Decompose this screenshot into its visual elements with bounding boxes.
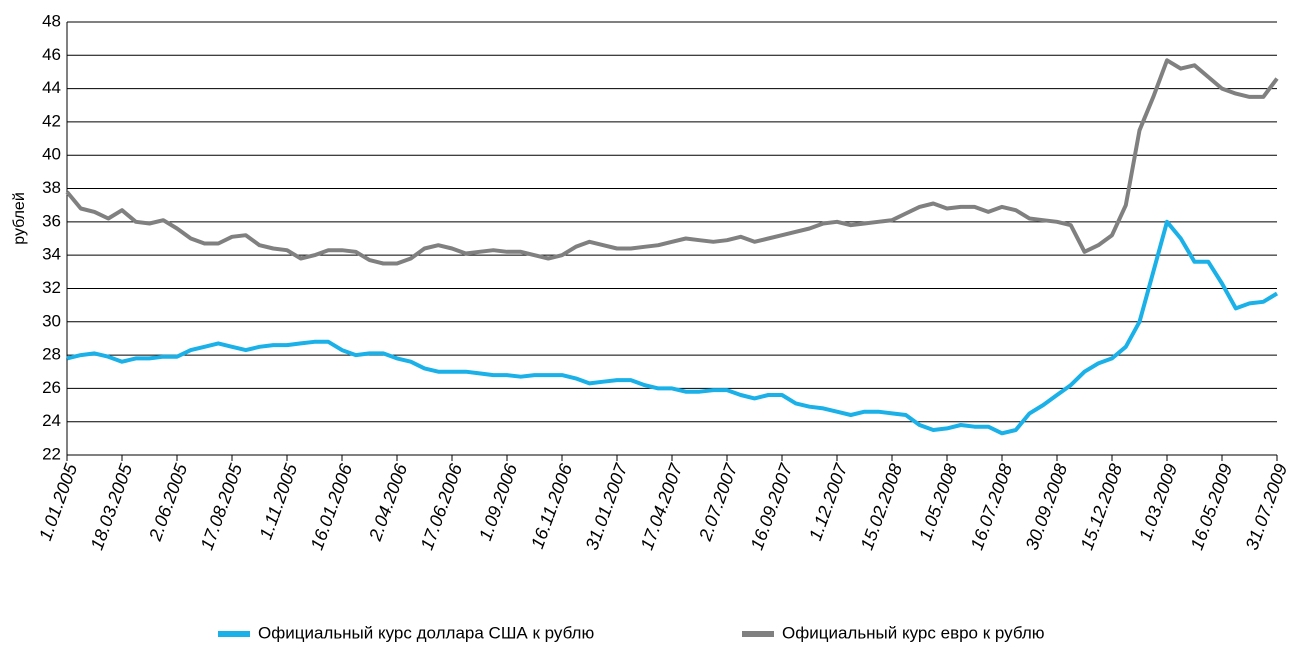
y-tick-label: 22 [42, 444, 61, 463]
x-tick-label: 18.03.2005 [87, 460, 137, 552]
x-tick-label: 16.09.2007 [747, 460, 797, 552]
x-tick-label: 1.01.2005 [35, 460, 82, 543]
legend-swatch [218, 631, 250, 637]
y-tick-label: 28 [42, 345, 61, 364]
x-tick-label: 16.11.2006 [527, 460, 576, 551]
x-tick-label: 2.06.2005 [145, 460, 192, 544]
x-tick-label: 1.05.2008 [915, 461, 961, 543]
x-tick-label: 1.12.2007 [805, 460, 852, 543]
y-tick-label: 32 [42, 278, 61, 297]
y-tick-label: 36 [42, 211, 61, 230]
x-tick-label: 1.11.2005 [255, 460, 301, 542]
series-line [66, 219, 1279, 436]
y-tick-label: 26 [42, 378, 61, 397]
y-tick-label: 38 [42, 178, 61, 197]
x-tick-label: 16.01.2006 [307, 460, 357, 552]
x-tick-label: 15.02.2008 [857, 461, 907, 553]
x-tick-label: 16.05.2009 [1187, 461, 1237, 553]
series-line [65, 58, 1279, 266]
legend-label: Официальный курс доллара США к рублю [258, 623, 594, 642]
y-tick-label: 44 [42, 78, 61, 97]
x-tick-label: 17.08.2005 [197, 460, 247, 552]
y-axis-label: рублей [11, 192, 28, 245]
x-tick-label: 15.12.2008 [1077, 461, 1127, 553]
x-tick-label: 1.03.2009 [1135, 461, 1181, 543]
x-tick-label: 2.04.2006 [365, 460, 412, 544]
x-tick-label: 2.07.2007 [695, 460, 742, 544]
y-tick-label: 48 [42, 11, 61, 30]
x-tick-label: 17.06.2006 [417, 460, 467, 552]
legend-swatch [742, 631, 774, 637]
y-tick-label: 30 [42, 311, 61, 330]
legend-label: Официальный курс евро к рублю [782, 623, 1045, 642]
x-tick-label: 30.09.2008 [1022, 461, 1072, 553]
x-tick-label: 16.07.2008 [967, 461, 1017, 553]
x-tick-label: 1.09.2006 [475, 460, 522, 543]
y-tick-label: 24 [42, 411, 61, 430]
x-tick-label: 31.07.2009 [1242, 461, 1292, 553]
x-tick-label: 31.01.2007 [582, 460, 632, 552]
x-tick-label: 17.04.2007 [637, 460, 687, 552]
y-tick-label: 34 [42, 245, 61, 264]
y-tick-label: 40 [42, 145, 61, 164]
y-tick-label: 42 [42, 111, 61, 130]
y-tick-label: 46 [42, 45, 61, 64]
